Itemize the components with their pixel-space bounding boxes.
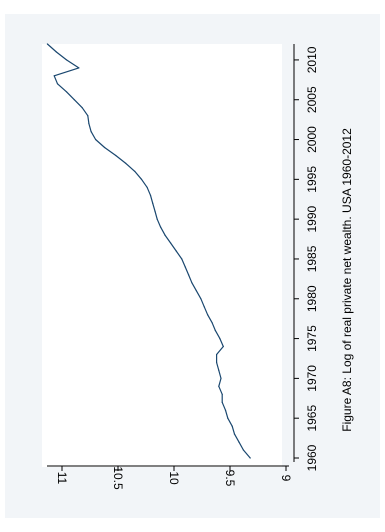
value-axis-tick-label: 9 <box>279 475 293 482</box>
value-axis-tick-label: 10 <box>167 471 181 485</box>
value-axis-tick-label: 10.5 <box>111 466 125 490</box>
data-point <box>221 401 223 403</box>
value-axis-tick-label: 9.5 <box>223 470 237 487</box>
data-point <box>146 186 148 188</box>
data-point <box>188 274 190 276</box>
data-point <box>195 290 197 292</box>
data-point <box>87 115 89 117</box>
data-point <box>73 99 75 101</box>
year-axis-tick-label: 1970 <box>305 365 319 392</box>
year-axis-tick-label: 2010 <box>305 46 319 73</box>
caption-group: Figure A8: Log of real private net wealt… <box>340 128 354 432</box>
data-point <box>134 170 136 172</box>
data-point <box>46 43 49 45</box>
year-axis-tick-label: 1975 <box>305 325 319 352</box>
data-point <box>181 258 183 260</box>
year-axis-tick-label: 1985 <box>305 245 319 272</box>
data-point <box>203 306 205 308</box>
axes: 9 9.5 10 10.5 11 1960 1965 1970 1975 1980 1985 1990… <box>47 44 319 490</box>
data-point <box>53 75 55 77</box>
data-point <box>233 433 236 435</box>
data-point <box>156 218 158 220</box>
year-axis-tick-label: 1960 <box>305 444 319 471</box>
year-axis-tick-label: 2005 <box>305 86 319 113</box>
year-axis-tick-label: 2000 <box>305 126 319 153</box>
data-point <box>224 409 227 411</box>
year-axis-tick-label: 1980 <box>305 285 319 312</box>
data-point <box>231 425 233 427</box>
data-point <box>160 226 162 228</box>
data-point <box>65 91 68 93</box>
data-point <box>170 242 172 244</box>
plot-area <box>42 44 282 467</box>
data-point <box>78 67 80 69</box>
data-point <box>154 210 156 212</box>
value-axis-tick-label: 11 <box>55 472 69 485</box>
data-point <box>115 154 117 157</box>
data-point <box>218 385 220 387</box>
data-point <box>65 59 68 61</box>
data-point <box>184 266 186 268</box>
data-point <box>191 282 193 284</box>
data-point <box>249 457 251 459</box>
data-point <box>207 314 209 316</box>
data-point <box>242 449 244 451</box>
data-point <box>219 338 221 340</box>
data-point <box>81 107 83 109</box>
data-point <box>175 250 177 252</box>
data-point <box>95 138 97 141</box>
data-point <box>125 162 127 164</box>
year-axis-tick-label: 1965 <box>305 405 319 432</box>
series-layer <box>46 43 251 459</box>
data-point <box>214 330 216 332</box>
data-point <box>152 202 154 204</box>
data-point <box>222 345 224 348</box>
data-point <box>149 194 152 196</box>
data-point <box>104 146 106 149</box>
data-point <box>218 369 220 371</box>
data-point <box>220 377 222 379</box>
data-point <box>211 322 213 324</box>
year-axis-tick-label: 1990 <box>305 205 319 232</box>
data-point <box>55 51 58 53</box>
data-point <box>227 417 229 419</box>
figure-caption: Figure A8: Log of real private net wealt… <box>340 128 354 432</box>
data-point <box>56 83 59 85</box>
data-point <box>164 234 166 236</box>
data-point <box>238 441 240 443</box>
data-point <box>140 178 143 180</box>
plot-background <box>42 44 282 467</box>
data-point <box>221 393 223 395</box>
data-point <box>216 361 218 364</box>
data-point <box>200 298 202 300</box>
data-point <box>216 353 218 356</box>
data-point <box>90 131 92 133</box>
data-point <box>88 123 90 125</box>
year-axis-tick-label: 1995 <box>305 166 319 193</box>
